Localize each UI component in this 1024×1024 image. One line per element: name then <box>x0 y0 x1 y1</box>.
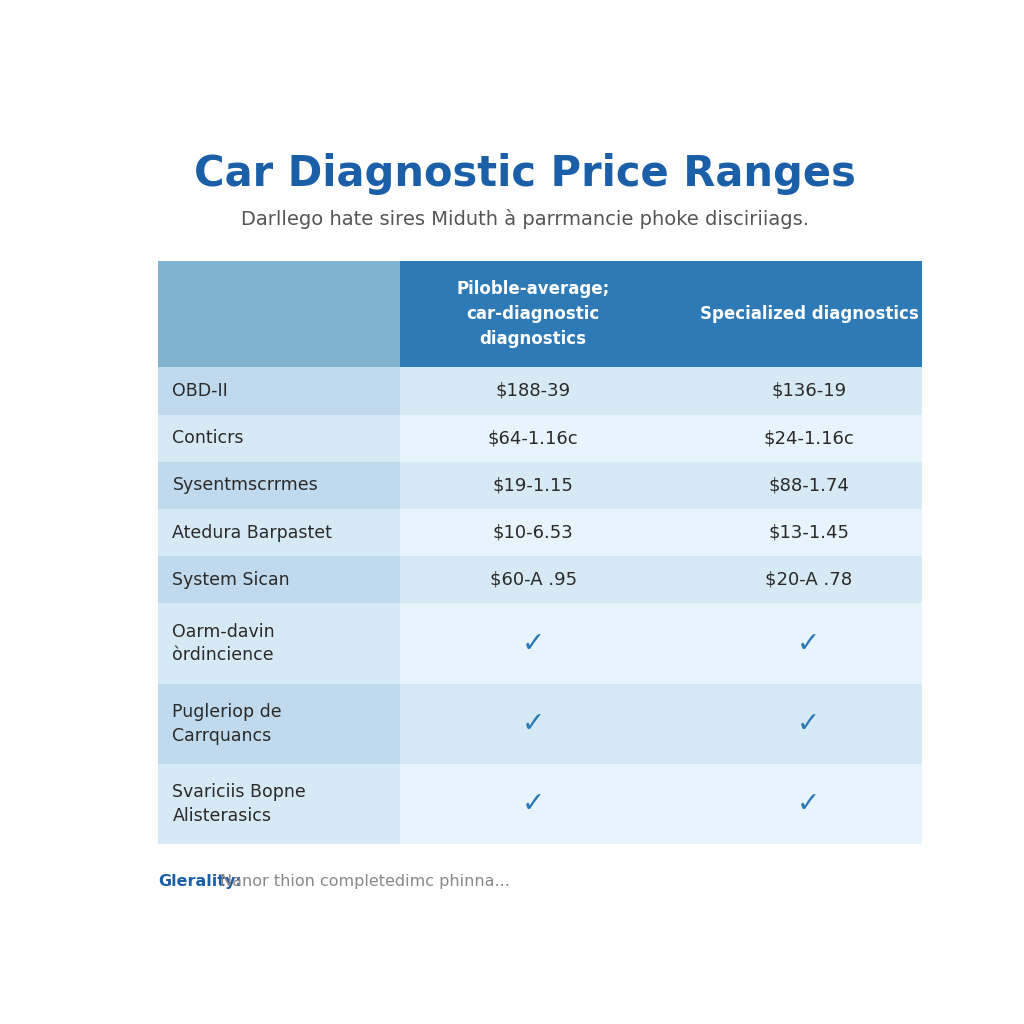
Text: Specialized diagnostics: Specialized diagnostics <box>699 305 919 324</box>
Bar <box>400 462 666 509</box>
Bar <box>158 261 400 368</box>
Text: ✓: ✓ <box>798 791 820 818</box>
Bar <box>158 603 400 684</box>
Bar <box>158 764 400 845</box>
Text: Glerality:: Glerality: <box>158 873 242 889</box>
Bar <box>158 509 400 556</box>
Bar <box>158 368 400 415</box>
Text: ✓: ✓ <box>798 710 820 738</box>
Text: Svariciis Bopne
Alisterasics: Svariciis Bopne Alisterasics <box>172 783 306 825</box>
Text: $10-6.53: $10-6.53 <box>493 523 573 542</box>
Bar <box>400 415 666 462</box>
Bar <box>666 556 951 603</box>
Bar <box>666 462 951 509</box>
Text: $13-1.45: $13-1.45 <box>768 523 850 542</box>
Bar <box>400 603 666 684</box>
Text: $60-A .95: $60-A .95 <box>489 570 577 589</box>
Text: ✓: ✓ <box>521 710 545 738</box>
Bar <box>666 415 951 462</box>
Text: OBD-II: OBD-II <box>172 382 228 400</box>
Text: $64-1.16c: $64-1.16c <box>487 429 579 447</box>
Bar <box>400 684 666 764</box>
Text: Nanor thion completedimc phinna...: Nanor thion completedimc phinna... <box>220 873 510 889</box>
Text: Atedura Barpastet: Atedura Barpastet <box>172 523 333 542</box>
Text: System Sican: System Sican <box>172 570 290 589</box>
Bar <box>666 261 951 368</box>
Text: $136-19: $136-19 <box>771 382 847 400</box>
Text: $19-1.15: $19-1.15 <box>493 476 573 495</box>
Bar <box>666 764 951 845</box>
Text: $88-1.74: $88-1.74 <box>768 476 849 495</box>
Text: $20-A .78: $20-A .78 <box>765 570 852 589</box>
Text: Car Diagnostic Price Ranges: Car Diagnostic Price Ranges <box>194 154 856 196</box>
Bar <box>400 261 666 368</box>
Text: Conticrs: Conticrs <box>172 429 244 447</box>
Bar <box>400 368 666 415</box>
Bar <box>400 509 666 556</box>
Bar <box>400 556 666 603</box>
Text: Darllego hate sires Miduth à parrmancie phoke disciriiags.: Darllego hate sires Miduth à parrmancie … <box>241 209 809 229</box>
Bar <box>666 603 951 684</box>
Text: Piloble-average;
car-diagnostic
diagnostics: Piloble-average; car-diagnostic diagnost… <box>457 281 609 348</box>
Bar <box>666 509 951 556</box>
Text: Sysentmscrrmes: Sysentmscrrmes <box>172 476 318 495</box>
Text: Pugleriop de
Carrquancs: Pugleriop de Carrquancs <box>172 703 282 744</box>
Text: ✓: ✓ <box>521 791 545 818</box>
Bar <box>158 462 400 509</box>
Text: ✓: ✓ <box>521 630 545 657</box>
Text: $188-39: $188-39 <box>496 382 570 400</box>
Bar <box>158 556 400 603</box>
Text: Oarm-davin
òrdincience: Oarm-davin òrdincience <box>172 623 275 665</box>
Bar <box>158 684 400 764</box>
Text: $24-1.16c: $24-1.16c <box>764 429 854 447</box>
Bar <box>400 764 666 845</box>
Bar <box>666 684 951 764</box>
Bar <box>158 415 400 462</box>
Bar <box>666 368 951 415</box>
Text: ✓: ✓ <box>798 630 820 657</box>
